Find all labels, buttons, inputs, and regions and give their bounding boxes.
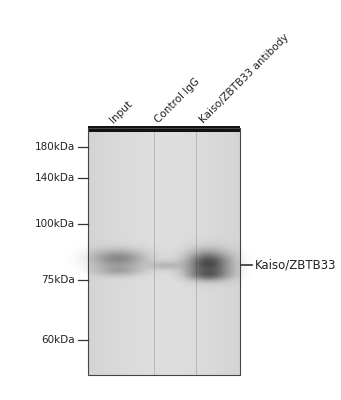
Text: Kaiso/ZBTB33 antibody: Kaiso/ZBTB33 antibody bbox=[198, 32, 291, 125]
Text: 75kDa: 75kDa bbox=[41, 275, 75, 285]
Text: 60kDa: 60kDa bbox=[41, 335, 75, 345]
Bar bbox=[154, 126, 196, 132]
Bar bbox=[88, 126, 154, 132]
Bar bbox=[88, 128, 240, 375]
Text: Control IgG: Control IgG bbox=[153, 76, 202, 125]
Text: Kaiso/ZBTB33: Kaiso/ZBTB33 bbox=[255, 258, 337, 272]
Text: 100kDa: 100kDa bbox=[35, 219, 75, 229]
Text: 140kDa: 140kDa bbox=[35, 173, 75, 183]
Text: 180kDa: 180kDa bbox=[35, 142, 75, 152]
Bar bbox=[196, 126, 240, 132]
Text: Input: Input bbox=[108, 99, 134, 125]
